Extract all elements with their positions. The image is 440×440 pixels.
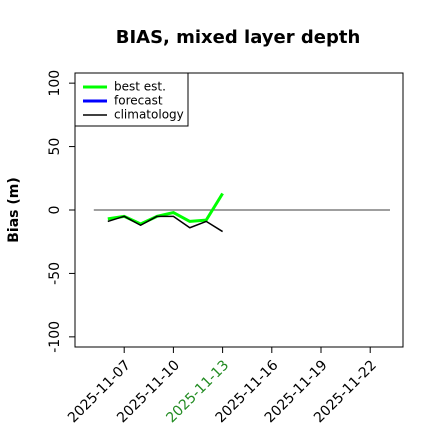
y-tick-label: 100 (47, 70, 63, 97)
y-axis-label: Bias (m) (6, 177, 22, 243)
series-line (107, 215, 223, 233)
plot-frame (74, 72, 404, 348)
chart-title: BIAS, mixed layer depth (116, 27, 361, 48)
legend-label: climatology (114, 108, 184, 122)
y-tick-label: 0 (47, 206, 63, 215)
legend-label: best est. (114, 80, 166, 94)
series-line (107, 192, 224, 226)
y-tick-label: 50 (47, 138, 63, 156)
y-tick-label: -50 (47, 262, 63, 285)
y-tick-label: -100 (47, 321, 63, 353)
legend-label: forecast (114, 94, 163, 108)
